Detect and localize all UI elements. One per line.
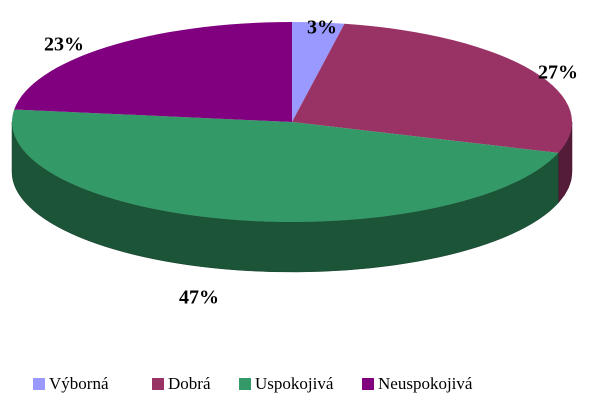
legend-swatch xyxy=(33,378,45,390)
legend-label: Neuspokojivá xyxy=(378,374,473,393)
legend-label: Dobrá xyxy=(168,374,211,393)
slice xyxy=(11,109,559,223)
data-label: 27% xyxy=(538,62,578,84)
slice xyxy=(292,22,345,122)
slice xyxy=(292,23,572,153)
slice xyxy=(14,22,292,122)
legend-swatch xyxy=(239,378,251,390)
data-label: 47% xyxy=(179,287,219,309)
legend-label: Výborná xyxy=(49,374,109,393)
slice-side xyxy=(11,121,559,273)
data-label: 3% xyxy=(307,17,337,39)
legend-label: Uspokojivá xyxy=(255,374,334,393)
data-label: 23% xyxy=(44,34,84,56)
legend-swatch xyxy=(152,378,164,390)
legend-swatch xyxy=(362,378,374,390)
